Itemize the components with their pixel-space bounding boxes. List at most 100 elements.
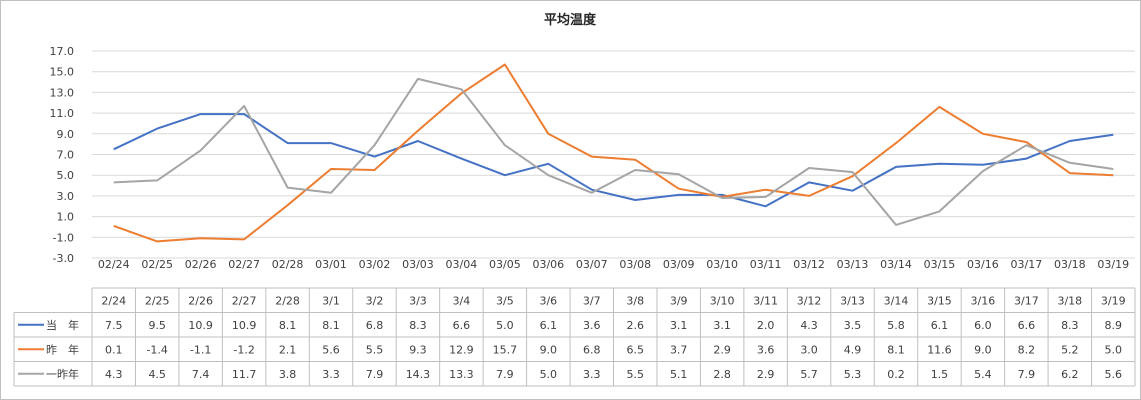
table-header-cell: 3/18 [1057, 294, 1082, 307]
table-value-cell: 4.5 [148, 368, 166, 381]
table-value-cell: 0.2 [887, 368, 905, 381]
table-header-cell: 2/27 [232, 294, 257, 307]
table-header-cell: 3/10 [710, 294, 735, 307]
x-tick-label: 03/18 [1054, 258, 1086, 271]
table-value-cell: 5.5 [366, 343, 384, 356]
table-value-cell: -1.2 [233, 343, 254, 356]
table-header-cell: 3/11 [753, 294, 778, 307]
table-value-cell: 2.1 [279, 343, 297, 356]
table-header-cell: 3/5 [496, 294, 514, 307]
x-tick-label: 03/19 [1097, 258, 1129, 271]
table-value-cell: 3.7 [670, 343, 688, 356]
table-value-cell: 5.2 [1061, 343, 1079, 356]
table-value-cell: 2.6 [626, 319, 644, 332]
table-value-cell: 2.8 [713, 368, 731, 381]
table-value-cell: 4.3 [800, 319, 818, 332]
x-tick-label: 03/15 [924, 258, 956, 271]
chart-title: 平均温度 [544, 12, 597, 28]
x-tick-label: 03/07 [576, 258, 608, 271]
table-value-cell: 6.8 [583, 343, 601, 356]
series-lines [113, 63, 1114, 243]
table-value-cell: 6.1 [540, 319, 558, 332]
table-value-cell: 11.6 [927, 343, 952, 356]
y-tick-label: 3.0 [57, 190, 75, 203]
table-value-cell: 5.0 [1105, 343, 1123, 356]
x-tick-label: 03/13 [837, 258, 869, 271]
table-value-cell: 8.1 [322, 319, 340, 332]
series-line-3 [113, 77, 1114, 226]
table-value-cell: 5.0 [540, 368, 558, 381]
x-tick-label: 03/01 [315, 258, 347, 271]
x-tick-label: 02/24 [98, 258, 130, 271]
table-value-cell: 6.1 [931, 319, 949, 332]
x-tick-label: 02/27 [228, 258, 260, 271]
table-header-cell: 3/15 [927, 294, 952, 307]
table-value-cell: 2.9 [713, 343, 731, 356]
legend-label: 昨 年 [46, 342, 79, 356]
table-value-cell: 10.9 [188, 319, 213, 332]
y-tick-label: -1.0 [53, 231, 74, 244]
x-tick-label: 03/14 [880, 258, 912, 271]
table-header-cell: 2/25 [145, 294, 170, 307]
table-header-cell: 3/16 [971, 294, 996, 307]
table-value-cell: 9.3 [409, 343, 427, 356]
y-tick-label: 17.0 [50, 45, 75, 58]
table-header-cell: 3/7 [583, 294, 601, 307]
y-axis-ticks: -3.0 -1.0 1.0 3.0 5.0 7.0 9.0 11.0 13.0 15.0 17.0 [50, 45, 75, 265]
x-tick-label: 02/28 [272, 258, 304, 271]
x-tick-label: 03/02 [359, 258, 391, 271]
table-value-cell: 6.6 [1018, 319, 1036, 332]
table-value-cell: 5.6 [322, 343, 340, 356]
table-value-cell: 2.9 [757, 368, 775, 381]
table-value-cell: 6.6 [453, 319, 471, 332]
table-value-cell: 7.9 [496, 368, 514, 381]
table-value-cell: 5.7 [800, 368, 818, 381]
table-header-cell: 3/3 [409, 294, 427, 307]
x-tick-label: 03/12 [793, 258, 825, 271]
table-value-cell: 5.5 [626, 368, 644, 381]
table-value-cell: 3.5 [844, 319, 862, 332]
table-value-cell: 8.3 [409, 319, 427, 332]
x-tick-label: 03/08 [619, 258, 651, 271]
series-line-2 [113, 63, 1114, 243]
table-value-cell: 11.7 [232, 368, 257, 381]
table-header-cell: 3/8 [626, 294, 644, 307]
table-header-cell: 2/24 [101, 294, 126, 307]
table-value-cell: 5.8 [887, 319, 905, 332]
table-value-cell: 14.3 [406, 368, 431, 381]
table-value-cell: 3.3 [583, 368, 601, 381]
table-value-cell: 4.3 [105, 368, 123, 381]
table-value-cell: 3.6 [583, 319, 601, 332]
table-header-cell: 3/9 [670, 294, 688, 307]
table-header-cell: 2/28 [275, 294, 300, 307]
table-header-cell: 3/6 [539, 294, 557, 307]
table-value-cell: 3.8 [279, 368, 297, 381]
x-tick-label: 03/16 [967, 258, 999, 271]
table-value-cell: 6.5 [626, 343, 644, 356]
series-line-1 [113, 113, 1114, 208]
y-tick-label: 15.0 [50, 66, 75, 79]
table-value-cell: 7.9 [1018, 368, 1036, 381]
table-value-cell: 0.1 [105, 343, 123, 356]
table-value-cell: 6.8 [366, 319, 384, 332]
table-value-cell: 8.1 [279, 319, 297, 332]
x-tick-label: 02/25 [141, 258, 173, 271]
y-tick-label: 9.0 [57, 128, 75, 141]
data-table: 2/24 2/25 2/26 2/27 2/28 3/1 3/2 3/3 3/4 3/5 3/6 3/… [13, 287, 1136, 387]
table-header-cell: 3/2 [366, 294, 384, 307]
table-value-cell: 4.9 [844, 343, 862, 356]
y-tick-label: 13.0 [50, 86, 75, 99]
table-value-cell: 3.6 [757, 343, 775, 356]
table-value-cell: 3.3 [322, 368, 340, 381]
y-tick-label: 5.0 [57, 169, 75, 182]
table-value-cell: 8.9 [1105, 319, 1123, 332]
x-tick-label: 02/26 [185, 258, 217, 271]
y-tick-label: -3.0 [53, 252, 74, 265]
table-header-cell: 3/14 [884, 294, 909, 307]
table-value-cell: 8.3 [1061, 319, 1079, 332]
table-value-cell: 5.4 [974, 368, 992, 381]
table-header-cell: 3/4 [453, 294, 471, 307]
y-tick-label: 1.0 [57, 211, 75, 224]
table-value-cell: 9.0 [540, 343, 558, 356]
